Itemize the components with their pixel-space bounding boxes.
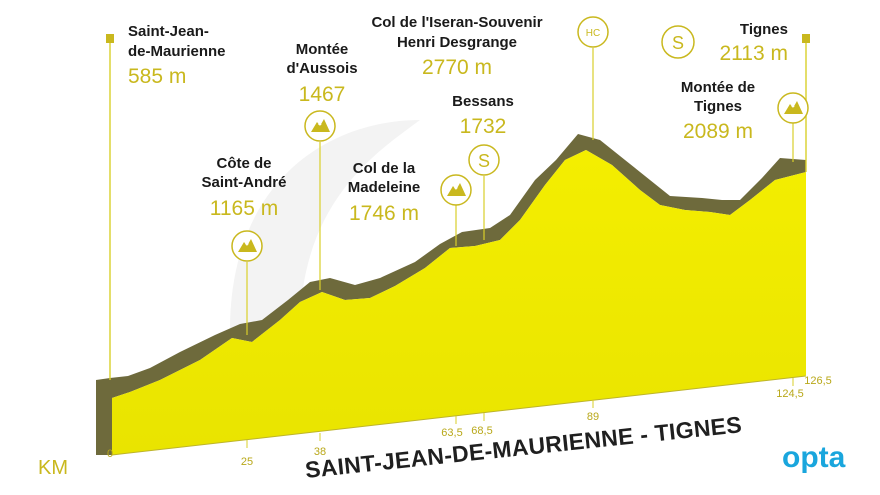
km-tick-126-5: 126,5	[804, 375, 832, 387]
st-andre-name-line2: Saint-André	[201, 174, 286, 191]
mountain-cat-3-icon: 3	[440, 174, 472, 206]
iseran-name-line1: Col de l'Iseran-Souvenir	[371, 14, 542, 31]
iseran-altitude: 2770 m	[422, 56, 492, 79]
mountain-cat-2-icon: 2	[304, 110, 336, 142]
hc-badge-iseran: HC	[577, 16, 609, 48]
km-tick-124-5: 124,5	[776, 388, 804, 400]
iseran-name-line2: Henri Desgrange	[397, 34, 517, 51]
finish-name: Tignes	[740, 21, 788, 38]
km-tick-0: 0	[107, 448, 113, 460]
finish-flag	[802, 34, 810, 43]
svg-text:S: S	[478, 151, 490, 171]
profile-baseline	[111, 375, 807, 456]
bessans-altitude: 1732	[460, 115, 507, 138]
finish-altitude: 2113 m	[720, 42, 789, 65]
km-tick-25: 25	[241, 456, 253, 468]
madeleine-altitude: 1746 m	[349, 202, 419, 225]
km-tick-89: 89	[587, 411, 599, 423]
start-altitude: 585 m	[128, 65, 186, 88]
bessans-name: Bessans	[452, 93, 514, 110]
svg-text:HC: HC	[586, 28, 600, 39]
svg-text:1: 1	[791, 102, 795, 109]
sprint-badge-bessans: S	[468, 144, 500, 176]
aussois-altitude: 1467	[299, 83, 346, 106]
aussois-name-line2: d'Aussois	[286, 60, 357, 77]
km-tick-63-5: 63,5	[441, 427, 462, 439]
madeleine-name-line2: Madeleine	[348, 179, 421, 196]
start-name-line1: Saint-Jean-	[128, 23, 209, 40]
st-andre-name-line1: Côte de	[216, 155, 271, 172]
start-name-line2: de-Maurienne	[128, 43, 226, 60]
start-flag	[106, 34, 114, 43]
mountain-cat-1-icon: 1	[777, 92, 809, 124]
axis-unit-label: KM	[38, 457, 68, 479]
profile-elevation-fill	[112, 150, 806, 455]
sprint-badge-finish: S	[661, 25, 695, 59]
km-tick-38: 38	[314, 446, 326, 458]
tignes-climb-altitude: 2089 m	[683, 120, 753, 143]
km-tick-68-5: 68,5	[471, 425, 492, 437]
svg-text:3: 3	[454, 184, 458, 191]
madeleine-name-line1: Col de la	[353, 160, 416, 177]
svg-text:2: 2	[318, 120, 322, 127]
opta-logo: opta	[782, 441, 846, 474]
aussois-name-line1: Montée	[296, 41, 349, 58]
watermark-shape	[230, 120, 420, 330]
st-andre-altitude: 1165 m	[210, 197, 279, 220]
svg-text:3: 3	[245, 240, 249, 247]
tignes-climb-name-line1: Montée de	[681, 79, 755, 96]
mountain-cat-3-icon: 3	[231, 230, 263, 262]
svg-text:S: S	[672, 33, 684, 53]
tignes-climb-name-line2: Tignes	[694, 98, 742, 115]
